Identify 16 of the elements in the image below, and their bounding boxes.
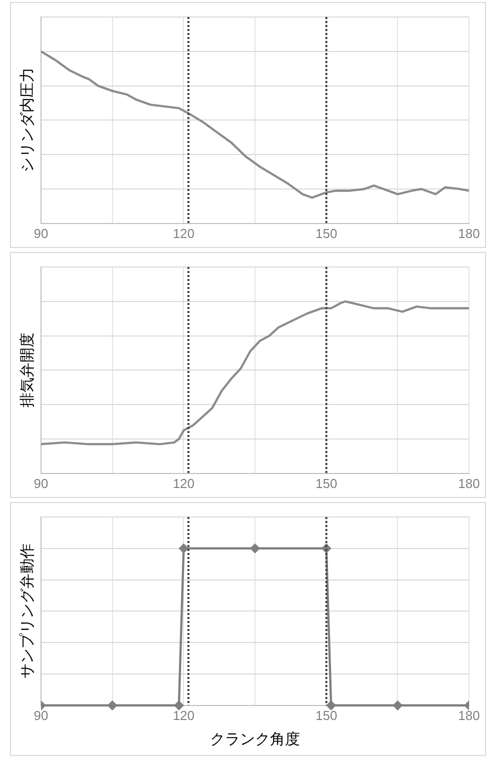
- y-axis-title: サンプリング弁動作: [19, 544, 36, 679]
- x-tick-label: 180: [458, 226, 480, 241]
- x-tick-label: 180: [458, 476, 480, 491]
- x-tick-label: 90: [34, 708, 48, 723]
- x-axis-title: クランク角度: [210, 731, 300, 748]
- y-axis-title: 排気弁開度: [19, 332, 36, 408]
- x-tick-label: 150: [315, 476, 338, 491]
- y-axis-title: シリンダ内圧力: [19, 68, 36, 173]
- x-tick-label: 90: [34, 476, 48, 491]
- x-tick-label: 120: [172, 708, 195, 723]
- x-tick-label: 90: [34, 226, 48, 241]
- x-tick-label: 120: [172, 226, 195, 241]
- x-tick-label: 180: [458, 708, 480, 723]
- x-tick-label: 150: [315, 708, 338, 723]
- x-tick-label: 120: [172, 476, 195, 491]
- x-tick-label: 150: [315, 226, 338, 241]
